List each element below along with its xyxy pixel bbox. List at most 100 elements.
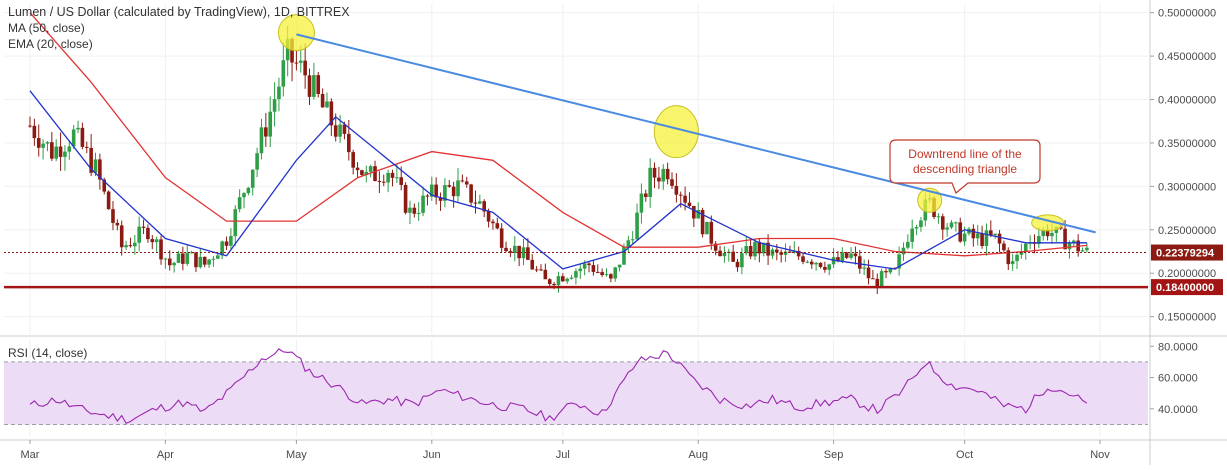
highlight-marker [917,187,943,213]
candle-body [809,261,814,265]
candle-body [849,253,853,258]
candle-body [552,283,556,286]
candle-body [342,124,347,134]
candle-body [984,230,989,247]
candle-body [801,256,805,262]
price-tick-label: 0.25000000 [1158,225,1216,237]
candle-body [159,239,163,260]
candle-body [836,257,840,262]
candle-body [32,125,37,139]
candle-body [862,267,866,269]
candle-body [347,133,351,153]
candle-body [447,185,452,187]
candle-body [748,245,753,257]
candle-body [76,127,80,130]
candle-body [604,274,609,276]
candle-body [377,181,382,183]
candle-body [473,202,478,204]
candle-body [997,233,1002,244]
candle-body [124,245,128,248]
highlight-marker [277,14,315,52]
rsi-band [4,361,1148,425]
candle-body [133,242,137,247]
candle-body [163,258,168,260]
candle-body [1063,228,1067,250]
candle-body [250,169,255,188]
candle-body [643,193,648,197]
rsi-tick-label: 80.0000 [1158,341,1198,353]
candle-body [429,184,434,197]
candle-body [993,233,997,236]
candle-body [220,241,224,256]
candle-body [718,250,722,257]
candle-body [975,233,980,239]
candle-body [325,101,329,108]
candle-body [735,261,740,268]
candle-body [512,245,517,253]
candle-body [674,185,679,195]
candle-body [543,269,548,280]
candle-body [888,268,893,273]
candle-body [936,216,941,218]
candle-body [857,256,862,269]
last-price-badge-bg [1151,244,1223,261]
candle-body [482,201,487,212]
candle-body [919,220,923,228]
candle-body [381,181,386,183]
candle-body [150,239,155,243]
candle-body [115,222,120,226]
candle-body [827,264,832,270]
candle-body [814,262,818,265]
candle-body [630,239,635,241]
price-tick-label: 0.20000000 [1158,268,1216,280]
candle-body [67,146,72,152]
candle-body [141,226,146,228]
candle-body [28,125,32,127]
candle-body [696,210,701,219]
candle-body [775,249,779,253]
time-tick-label: Nov [1090,449,1110,461]
candle-body [901,247,906,255]
candle-body [224,241,229,246]
candle-body [495,223,500,229]
candle-body [709,221,714,244]
legend-ema20: EMA (20, close) [8,37,93,51]
candle-body [399,177,404,185]
annotation-callout [889,139,1041,194]
candle-body [189,252,194,254]
candle-body [106,191,111,210]
candle-body [871,278,875,280]
candle-body [796,250,801,257]
candle-body [844,252,849,258]
candle-body [285,38,290,61]
candle-body [962,233,967,242]
chart-legend: Lumen / US Dollar (calculated by Trading… [8,4,350,52]
candle-body [464,181,469,185]
candle-body [617,264,622,268]
candle-body [595,271,600,273]
candle-body [246,187,251,194]
candle-body [233,209,238,237]
candle-body [989,230,993,236]
time-tick-label: Jul [556,449,570,461]
candle-body [1041,229,1046,236]
candle-body [242,193,246,198]
candle-body [499,228,504,248]
candle-body [504,247,508,252]
candle-body [41,143,45,148]
candle-body [600,272,604,276]
rsi-tick-label: 40.0000 [1158,404,1198,416]
candle-body [683,195,687,203]
candle-body [1037,235,1041,244]
candle-body [940,216,945,230]
candle-body [954,222,958,224]
candle-body [853,253,858,257]
candle-body [761,242,766,254]
candle-body [469,184,473,203]
candle-body [329,101,334,126]
candle-body [456,180,460,197]
candle-body [272,99,277,112]
